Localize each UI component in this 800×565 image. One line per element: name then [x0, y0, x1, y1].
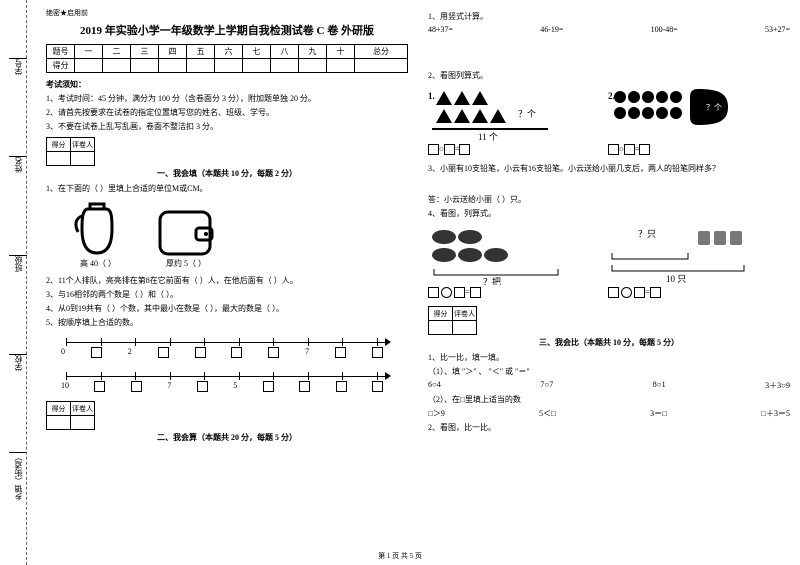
svg-text:？个: ？个 [706, 103, 722, 112]
q2-4: 4、看图，列算式。 [428, 208, 790, 219]
spine-label: 学号 [13, 59, 24, 75]
q2-3a: 3、小丽有10支铅笔，小云有16支铅笔。小云送给小丽几支后，两人的铅笔同样多？ [428, 163, 790, 174]
q1-3: 3、与16相邻的两个数是（ ）和（ ）。 [46, 289, 408, 300]
svg-text:2.: 2. [608, 91, 615, 101]
spine-label: 班级 [13, 256, 24, 272]
figure-triangles: ？个 11 个 1. ○= [428, 87, 568, 157]
wallet-icon [156, 206, 216, 258]
notice-item: 1、考试时间：45 分钟，满分为 100 分（含卷面分 3 分），附加题单独 2… [46, 93, 408, 104]
section2-title: 二、我会算（本题共 20 分，每题 5 分） [46, 432, 408, 443]
figure-rabbits: ？只 10 只 = [608, 225, 748, 300]
wallet-caption: 厚约 5（ ） [156, 258, 216, 269]
svg-text:？只: ？只 [638, 229, 656, 239]
jug-figure: 高 40（ ） [70, 198, 126, 269]
mark-table: 得分评卷人 [428, 306, 477, 335]
spine-label: 乡镇（街道） [13, 453, 24, 501]
figure-umbrellas: ？把 = [428, 225, 568, 300]
section3-title: 三、我会比（本题共 10 分，每题 5 分） [428, 337, 790, 348]
svg-text:1.: 1. [428, 91, 435, 101]
calc-row: 48+37=46-19=100-48=53+27= [428, 25, 790, 34]
table-row: 得分 [47, 59, 408, 73]
fold-line [26, 0, 27, 565]
spine-label: 姓名 [13, 157, 24, 173]
jug-icon [70, 198, 126, 258]
q2-3b: 答：小云送给小丽（ ）只。 [428, 194, 790, 205]
notice-block: 考试须知： 1、考试时间：45 分钟，满分为 100 分（含卷面分 3 分），附… [46, 79, 408, 132]
right-column: 1、用竖式计算。 48+37=46-19=100-48=53+27= 2、看图列… [418, 0, 800, 565]
ask-label: ？个 [518, 109, 536, 119]
q1-4: 4、从0到19共有（ ）个数，其中最小在数是（ ），最大的数是（ ）。 [46, 303, 408, 314]
svg-text:？把: ？把 [483, 276, 501, 285]
notice-item: 2、请首先按要求在试卷的指定位置填写您的姓名、班级、学号。 [46, 107, 408, 118]
spine-label: 学校 [13, 355, 24, 371]
table-row: 题号一二三四五六七八九十总分 [47, 45, 408, 59]
q3-1b: （2）、在□里填上适当的数 [428, 394, 790, 405]
notice-heading: 考试须知： [46, 79, 408, 90]
svg-text:11 个: 11 个 [478, 132, 498, 142]
notice-item: 3、不要在试卷上乱写乱画，卷面不整洁扣 3 分。 [46, 121, 408, 132]
numberline-down: 1075 [66, 366, 388, 396]
numberline-up: 027 [66, 332, 388, 362]
compare-row: □＞95＜□3＝□□＋3＝5 [428, 408, 790, 419]
wallet-figure: 厚约 5（ ） [156, 206, 216, 269]
q3-1: 1、比一比，填一填。 [428, 352, 790, 363]
q3-1a: （1）、填 "＞" 、 "＜" 或 "＝" [428, 366, 790, 377]
mark-table: 得分评卷人 [46, 401, 95, 430]
q2-1: 1、用竖式计算。 [428, 11, 790, 22]
q1-2: 2、11个人排队，亮亮排在第8在它前面有（ ）人，在他后面有（ ）人。 [46, 275, 408, 286]
q1-5: 5、按顺序填上合适的数。 [46, 317, 408, 328]
section1-title: 一、我会填（本题共 10 分，每题 2 分） [46, 168, 408, 179]
score-table: 题号一二三四五六七八九十总分 得分 [46, 44, 408, 73]
left-column: 绝密★启用前 2019 年实验小学一年级数学上学期自我检测试卷 C 卷 外研版 … [36, 0, 418, 565]
binding-margin: 学号 姓名 班级 学校 乡镇（街道） [0, 0, 36, 565]
page-footer: 第 1 页 共 5 页 [0, 551, 800, 561]
q2-2: 2、看图列算式。 [428, 70, 790, 81]
jug-caption: 高 40（ ） [70, 258, 126, 269]
compare-row: 6○47○78○13＋3○9 [428, 380, 790, 391]
secret-label: 绝密★启用前 [46, 8, 408, 18]
exam-title: 2019 年实验小学一年级数学上学期自我检测试卷 C 卷 外研版 [46, 22, 408, 38]
q1-1: 1、在下面的（ ）里填上合适的单位M或CM。 [46, 183, 408, 194]
figure-circles: ？个 2. ○= [608, 87, 758, 157]
mark-table: 得分评卷人 [46, 137, 95, 166]
q3-2: 2、看图，比一比。 [428, 422, 790, 433]
svg-text:10 只: 10 只 [666, 274, 686, 284]
